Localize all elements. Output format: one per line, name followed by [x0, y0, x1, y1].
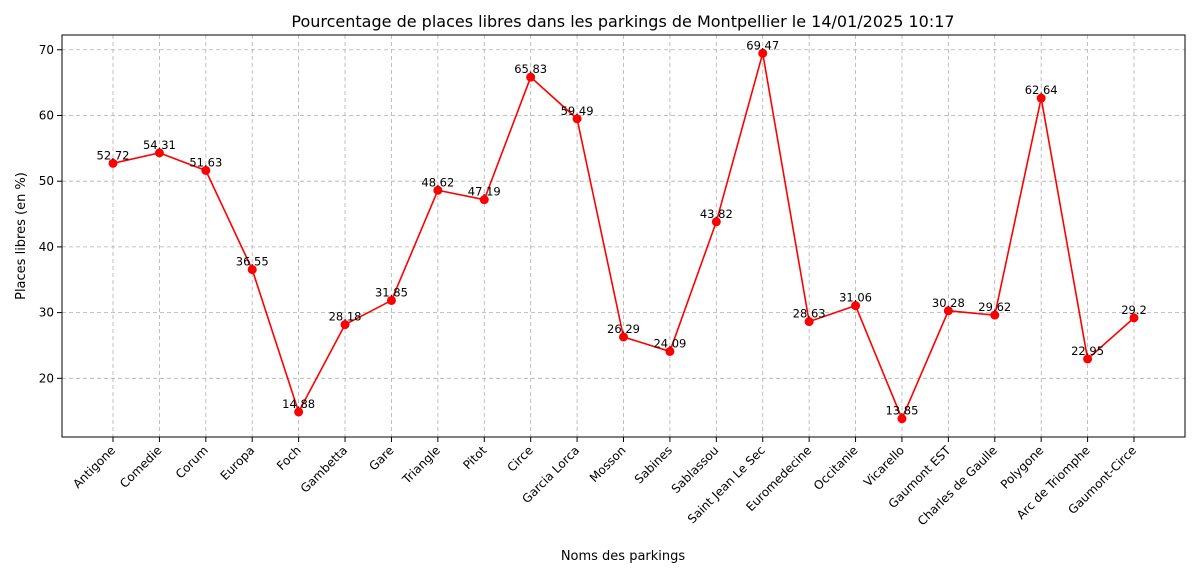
data-label: 62.64 — [1025, 83, 1058, 97]
x-tick-label: Triangle — [399, 443, 443, 487]
data-label: 69.47 — [746, 38, 779, 52]
data-point — [386, 295, 396, 305]
data-label: 26.29 — [607, 322, 640, 336]
data-label: 65.83 — [514, 62, 547, 76]
data-point — [433, 185, 443, 195]
data-label: 28.63 — [793, 307, 826, 321]
data-label: 22.95 — [1071, 344, 1104, 358]
data-label: 31.06 — [839, 291, 872, 305]
grid — [62, 35, 1185, 437]
data-point — [711, 217, 721, 227]
data-label: 54.31 — [143, 138, 176, 152]
x-tick-label: Gare — [366, 443, 396, 473]
data-point — [851, 301, 861, 311]
x-tick-label: Foch — [274, 443, 304, 473]
y-tick-label: 50 — [39, 174, 54, 188]
data-label: 29.2 — [1121, 303, 1147, 317]
data-label: 30.28 — [932, 296, 965, 310]
data-point — [572, 114, 582, 124]
data-point — [619, 332, 628, 342]
x-tick-label: Polygone — [998, 443, 1046, 491]
data-point — [943, 306, 953, 316]
y-tick-label: 70 — [39, 43, 54, 57]
x-tick-label: Sabines — [632, 443, 675, 486]
y-tick-label: 40 — [39, 240, 54, 254]
x-tick-label: Gambetta — [298, 443, 350, 495]
data-label: 36.55 — [236, 255, 269, 269]
data-point — [201, 165, 211, 175]
chart-title: Pourcentage de places libres dans les pa… — [291, 12, 954, 31]
data-label: 52.72 — [97, 148, 130, 162]
x-axis-label: Noms des parkings — [561, 549, 686, 564]
data-point — [108, 158, 118, 168]
x-tick-label: Saint Jean Le Sec — [685, 443, 768, 526]
data-point — [990, 310, 1000, 320]
plot-frame — [61, 34, 1186, 438]
data-point — [154, 148, 164, 158]
x-tick-label: Occitanie — [811, 443, 861, 493]
data-label: 59.49 — [561, 104, 594, 118]
series-layer: 52.72 54.31 51.63 36.55 14.88 28.18 31.85 48.62… — [97, 38, 1147, 424]
data-point — [1083, 354, 1093, 364]
data-point — [294, 407, 304, 417]
data-point — [1036, 93, 1046, 103]
x-tick-label: Antigone — [70, 443, 118, 491]
data-point — [526, 72, 536, 82]
data-point — [479, 195, 489, 205]
x-tick-label: Circe — [504, 443, 535, 474]
x-tick-label: Corum — [173, 443, 211, 481]
y-tick-label: 30 — [39, 306, 54, 320]
data-point — [665, 346, 675, 356]
data-point — [897, 414, 907, 424]
x-tick-label: Vicarello — [861, 443, 907, 489]
data-point — [1129, 313, 1139, 323]
data-label: 47.19 — [468, 185, 501, 199]
y-tick-label: 60 — [39, 108, 54, 122]
x-tick-label: Europa — [218, 443, 258, 483]
data-label: 43.82 — [700, 207, 733, 221]
data-label: 14.88 — [282, 397, 315, 411]
data-point — [340, 320, 350, 330]
data-label: 31.85 — [375, 285, 408, 299]
x-tick-label: Mosson — [587, 443, 629, 485]
y-axis-label: Places libres (en %) — [14, 172, 29, 300]
data-label: 24.09 — [653, 336, 686, 350]
data-point — [247, 265, 257, 275]
data-point — [758, 48, 768, 58]
data-label: 28.18 — [329, 310, 362, 324]
x-tick-label: Comedie — [117, 443, 164, 490]
x-tick-label: Charles de Gaulle — [915, 443, 1000, 528]
data-label: 48.62 — [421, 175, 454, 189]
data-point — [804, 317, 814, 327]
data-label: 29.62 — [978, 300, 1011, 314]
data-label: 13.85 — [885, 404, 918, 418]
x-tick-label: Pitot — [460, 443, 489, 472]
y-tick-label: 20 — [39, 371, 54, 385]
data-label: 51.63 — [189, 155, 222, 169]
